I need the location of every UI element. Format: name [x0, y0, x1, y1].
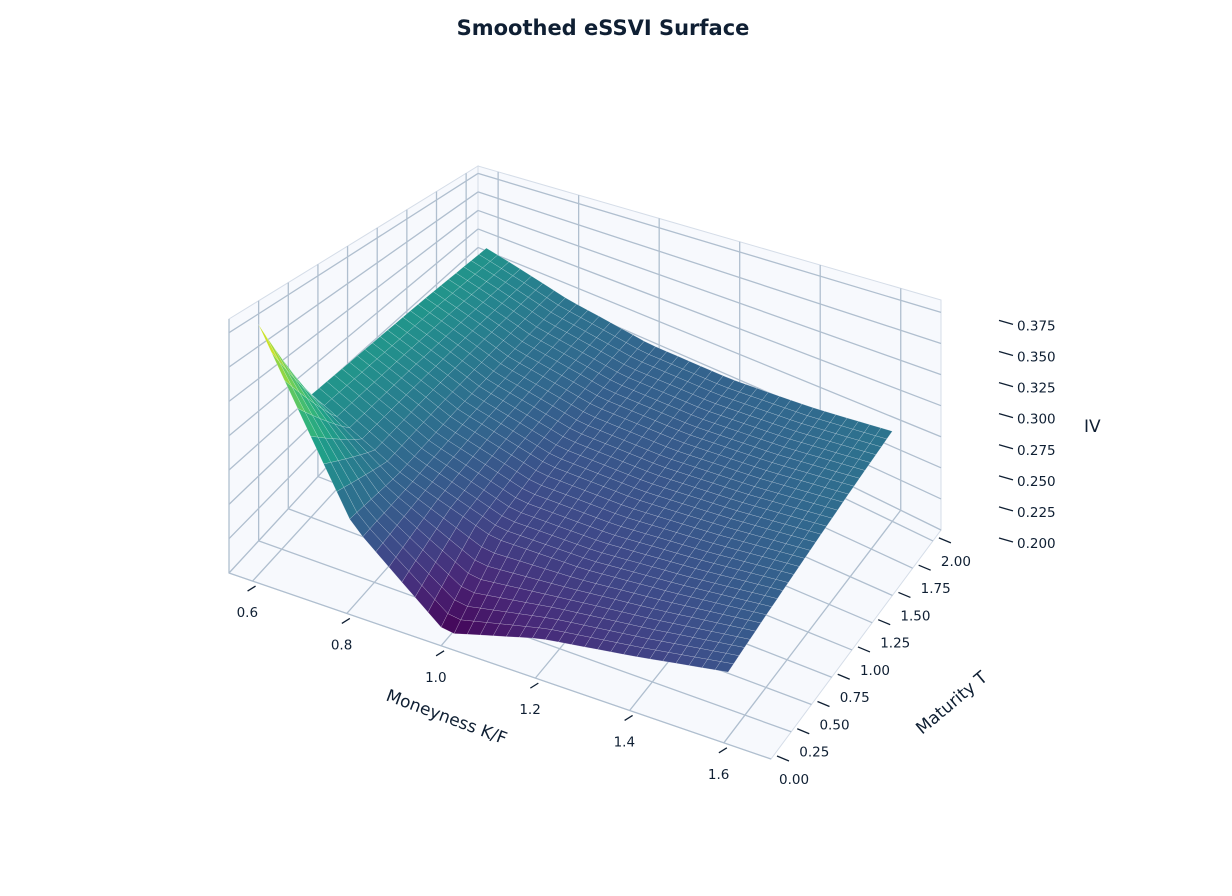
z-tick-label: 0.225: [1017, 505, 1056, 521]
x-tick-label: 1.0: [425, 670, 446, 686]
x-tick-label: 0.8: [331, 637, 352, 653]
y-tick-label: 1.50: [900, 608, 930, 624]
y-axis-label: Maturity T: [912, 667, 992, 738]
y-tick-label: 1.75: [921, 581, 951, 597]
y-tick-label: 1.00: [860, 663, 890, 679]
y-tick-label: 0.50: [819, 717, 849, 733]
x-tick-label: 0.6: [237, 605, 258, 621]
z-axis-label: IV: [1084, 417, 1101, 437]
x-tick-label: 1.4: [614, 734, 635, 750]
x-tick-label: 1.2: [519, 702, 540, 718]
z-tick-label: 0.200: [1017, 536, 1056, 552]
y-tick-label: 2.00: [941, 554, 971, 570]
z-tick-label: 0.325: [1017, 381, 1056, 397]
z-tick-label: 0.300: [1017, 412, 1056, 428]
chart-title: Smoothed eSSVI Surface: [456, 16, 750, 40]
z-tick-label: 0.375: [1017, 318, 1056, 334]
iv-surface: [258, 247, 893, 673]
y-tick-label: 0.00: [779, 772, 809, 788]
z-tick-label: 0.350: [1017, 350, 1056, 366]
x-tick-label: 1.6: [708, 767, 729, 783]
y-tick-label: 0.75: [840, 690, 870, 706]
z-tick-label: 0.275: [1017, 443, 1056, 459]
y-tick-label: 1.25: [880, 636, 910, 652]
x-axis-label: Moneyness K/F: [383, 686, 509, 749]
y-axis-maturity: 0.00 0.25 0.50 0.75 1.00 1.25 1.50 1.75 2.00: [776, 537, 971, 788]
z-axis-iv: 0.200 0.225 0.250 0.275 0.300 0.325 0.350 0.375: [998, 318, 1056, 552]
x-axis-moneyness: 0.6 0.8 1.0 1.2 1.4 1.6: [237, 585, 729, 783]
z-tick-label: 0.250: [1017, 474, 1056, 490]
y-tick-label: 0.25: [799, 745, 829, 761]
